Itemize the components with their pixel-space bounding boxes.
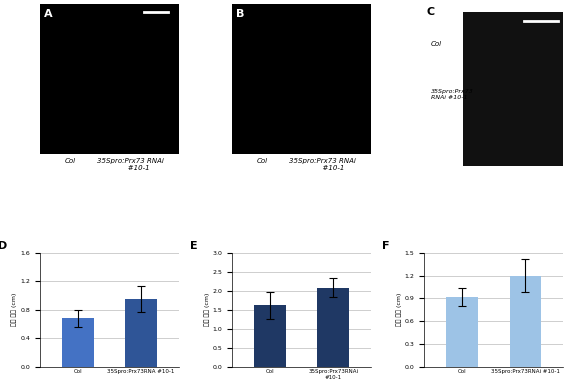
Bar: [40, 4, 179, 154]
Text: 35Spro:Prx73
RNAi #10-1: 35Spro:Prx73 RNAi #10-1: [431, 89, 474, 100]
Bar: [125, 299, 157, 367]
Text: A: A: [44, 9, 52, 19]
Text: E: E: [190, 242, 198, 252]
Text: 35Spro:Prx73 RNAi
          #10-1: 35Spro:Prx73 RNAi #10-1: [289, 157, 356, 171]
Bar: [232, 4, 371, 154]
Bar: [254, 305, 286, 367]
Y-axis label: 엽병 길이 (cm): 엽병 길이 (cm): [12, 293, 18, 327]
Text: F: F: [382, 242, 390, 252]
Bar: [318, 288, 349, 367]
Text: B: B: [236, 9, 245, 19]
Bar: [62, 318, 94, 367]
Y-axis label: 엽폭 길이 (cm): 엽폭 길이 (cm): [396, 293, 402, 327]
Bar: [446, 297, 478, 367]
Text: Col: Col: [65, 157, 76, 164]
Y-axis label: 엽장 길이 (cm): 엽장 길이 (cm): [204, 293, 209, 327]
Bar: [509, 276, 541, 367]
Text: 35Spro:Prx73 RNAi
       #10-1: 35Spro:Prx73 RNAi #10-1: [97, 157, 164, 171]
Text: C: C: [427, 7, 435, 17]
Text: Col: Col: [431, 41, 442, 47]
Text: D: D: [0, 242, 7, 252]
Bar: [463, 12, 563, 166]
Text: Col: Col: [257, 157, 268, 164]
